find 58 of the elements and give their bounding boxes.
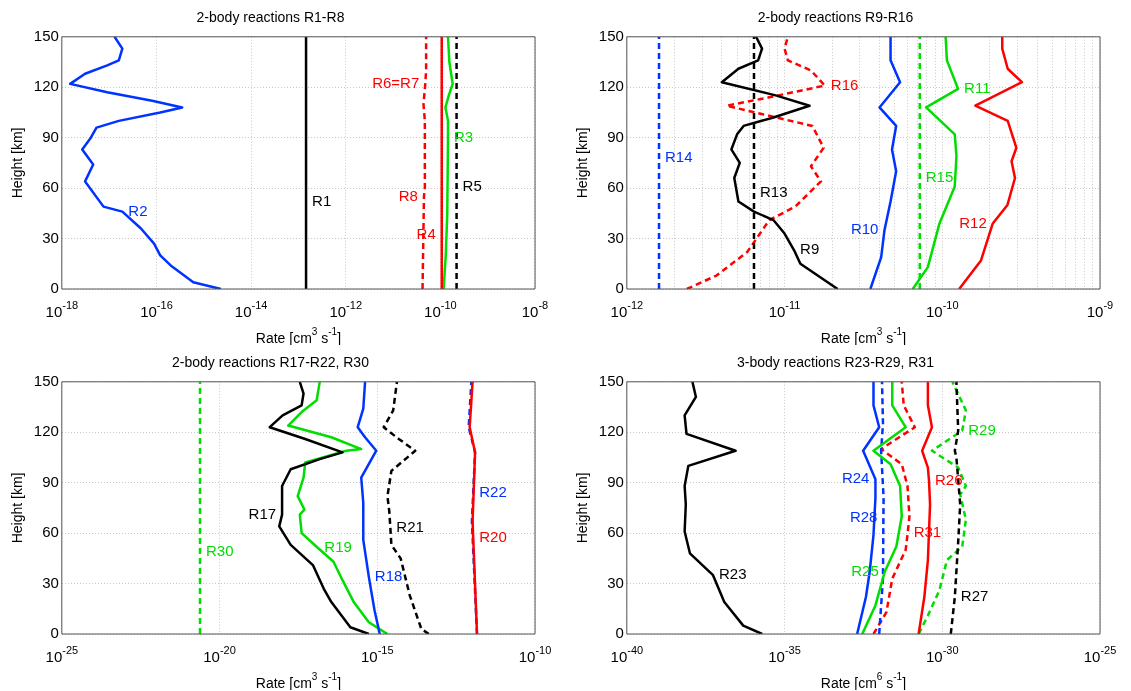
y-tick-label: 0	[615, 624, 624, 642]
y-tick-label: 120	[33, 77, 59, 95]
y-tick-label: 30	[42, 573, 59, 591]
annotation: R13	[759, 183, 788, 201]
y-axis-title: Height [km]	[9, 127, 26, 199]
y-tick-label: 90	[42, 472, 59, 490]
y-tick-label: 30	[42, 228, 59, 246]
annotation: R21	[396, 518, 424, 536]
annotation: R8	[398, 186, 418, 204]
y-tick-label: 60	[42, 523, 59, 541]
annotation: R10	[850, 220, 879, 238]
y-tick-label: 60	[42, 178, 59, 196]
annotation: R12	[959, 213, 987, 231]
annotation: R2	[128, 201, 148, 219]
y-tick-label: 0	[615, 279, 624, 297]
y-tick-label: 150	[598, 371, 624, 389]
annotation: R1	[312, 191, 332, 209]
annotation: R14	[665, 148, 693, 165]
y-tick-label: 120	[33, 422, 59, 440]
y-tick-label: 60	[607, 178, 624, 196]
annotation: R23	[719, 565, 747, 583]
y-tick-label: 150	[33, 371, 59, 389]
annotation: R22	[479, 482, 507, 500]
annotation: R11	[964, 79, 991, 97]
annotation: R9	[800, 240, 820, 258]
chart-title: 3-body reactions R23-R29, R31	[737, 354, 935, 371]
y-tick-label: 120	[598, 77, 624, 95]
chart-title: 2-body reactions R17-R22, R30	[172, 354, 370, 371]
annotation: R16	[830, 75, 859, 93]
annotation: R6=R7	[372, 74, 420, 92]
y-tick-label: 0	[50, 624, 59, 642]
annotation: R5	[462, 176, 482, 194]
annotation: R3	[454, 127, 474, 145]
annotation: R30	[206, 541, 234, 559]
annotation: R20	[479, 528, 507, 546]
y-axis-title: Height [km]	[9, 472, 26, 544]
y-tick-label: 60	[607, 523, 624, 541]
annotation: R29	[968, 420, 996, 438]
y-tick-label: 150	[598, 26, 624, 44]
chart-title: 2-body reactions R1-R8	[196, 9, 345, 26]
annotation: R15	[925, 168, 954, 186]
y-tick-label: 90	[42, 127, 59, 145]
annotation: R24	[841, 469, 870, 487]
y-tick-label: 90	[607, 127, 624, 145]
annotation: R19	[324, 538, 352, 556]
y-tick-label: 0	[50, 279, 59, 297]
y-tick-label: 30	[607, 228, 624, 246]
annotation: R4	[416, 225, 436, 243]
annotation: R27	[960, 587, 989, 605]
annotation: R18	[374, 566, 403, 584]
y-tick-label: 150	[33, 26, 59, 44]
y-tick-label: 120	[598, 422, 624, 440]
y-tick-label: 30	[607, 573, 624, 591]
y-axis-title: Height [km]	[574, 127, 591, 199]
y-tick-label: 90	[607, 472, 624, 490]
annotation: R17	[248, 504, 277, 522]
y-axis-title: Height [km]	[574, 472, 591, 544]
chart-title: 2-body reactions R9-R16	[757, 9, 914, 26]
